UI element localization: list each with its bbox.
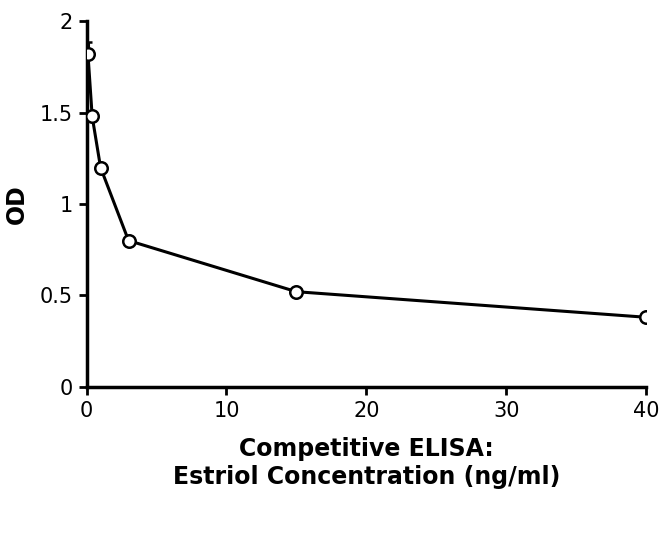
Y-axis label: OD: OD xyxy=(5,184,29,224)
X-axis label: Competitive ELISA:
Estriol Concentration (ng/ml): Competitive ELISA: Estriol Concentration… xyxy=(172,437,560,489)
